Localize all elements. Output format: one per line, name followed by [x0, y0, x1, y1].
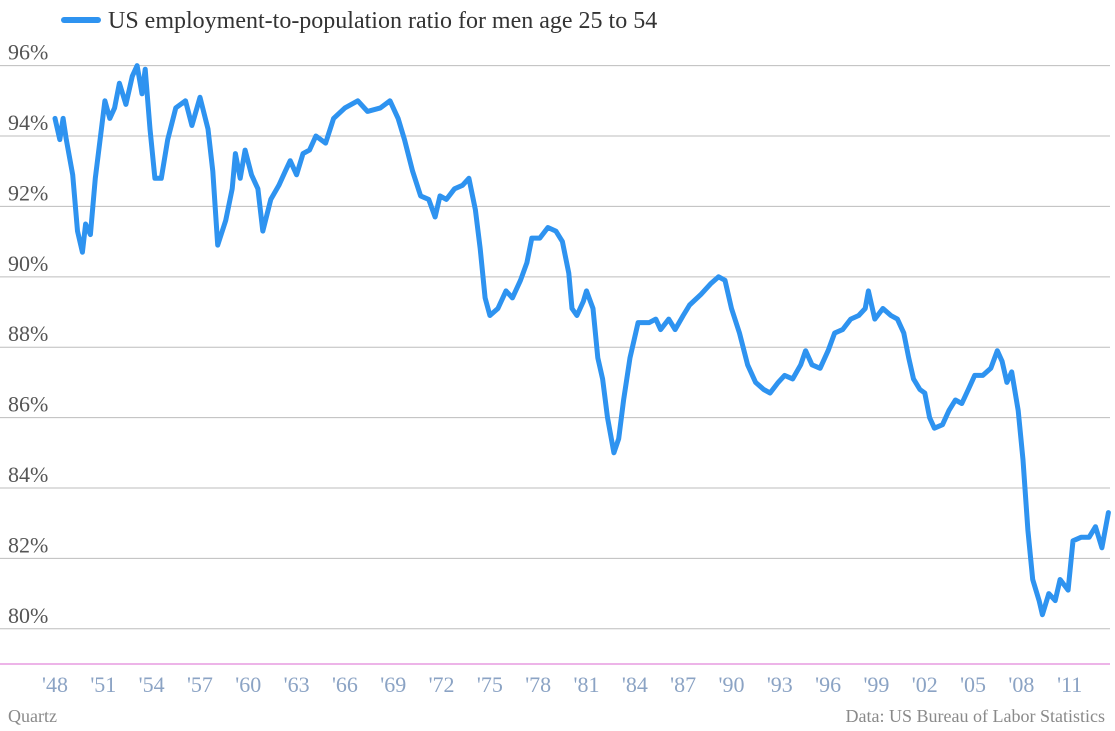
- x-tick-label: '87: [670, 672, 696, 697]
- x-tick-label: '75: [477, 672, 503, 697]
- credit: Quartz: [8, 706, 57, 726]
- x-tick-label: '63: [284, 672, 310, 697]
- y-tick-label: 94%: [8, 110, 48, 135]
- y-tick-label: 96%: [8, 40, 48, 65]
- x-tick-label: '02: [912, 672, 938, 697]
- x-tick-label: '78: [525, 672, 551, 697]
- x-tick-label: '66: [332, 672, 358, 697]
- y-tick-label: 88%: [8, 321, 48, 346]
- legend-label: US employment-to-population ratio for me…: [108, 8, 657, 34]
- x-tick-label: '93: [767, 672, 793, 697]
- x-tick-label: '84: [622, 672, 648, 697]
- x-tick-label: '81: [574, 672, 600, 697]
- x-tick-label: '57: [187, 672, 213, 697]
- x-tick-label: '11: [1057, 672, 1082, 697]
- x-tick-label: '69: [380, 672, 406, 697]
- y-tick-label: 84%: [8, 462, 48, 487]
- x-tick-label: '99: [863, 672, 889, 697]
- x-tick-label: '08: [1008, 672, 1034, 697]
- source: Data: US Bureau of Labor Statistics: [846, 706, 1105, 726]
- x-tick-label: '60: [235, 672, 261, 697]
- x-tick-label: '72: [429, 672, 455, 697]
- y-tick-label: 80%: [8, 603, 48, 628]
- x-tick-label: '48: [42, 672, 68, 697]
- x-tick-label: '54: [139, 672, 165, 697]
- x-tick-label: '96: [815, 672, 841, 697]
- y-tick-label: 90%: [8, 251, 48, 276]
- y-tick-label: 92%: [8, 180, 48, 205]
- y-tick-label: 86%: [8, 392, 48, 417]
- x-tick-label: '05: [960, 672, 986, 697]
- x-tick-label: '51: [90, 672, 116, 697]
- data-line: [52, 63, 1111, 618]
- x-tick-label: '90: [719, 672, 745, 697]
- y-tick-label: 82%: [8, 532, 48, 557]
